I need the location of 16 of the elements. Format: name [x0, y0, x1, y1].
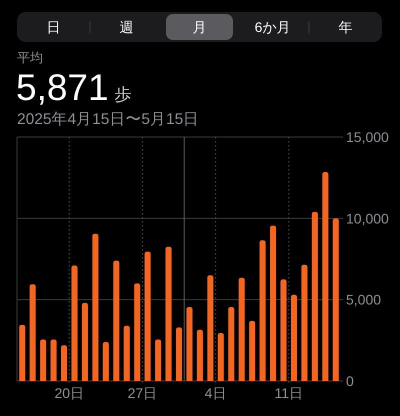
x-tick-label: 4日 [204, 385, 226, 401]
y-tick-label: 15,000 [346, 129, 389, 145]
y-tick-label: 10,000 [346, 210, 389, 226]
x-tick-label: 27日 [128, 385, 158, 401]
x-tick-label: 11日 [274, 385, 304, 401]
tab-label: 6か月 [254, 19, 290, 35]
x-tick-label: 20日 [54, 385, 84, 401]
chart-title: 平均 [17, 50, 43, 65]
tab-label: 年 [338, 19, 352, 35]
selected-tab: 月 [166, 14, 233, 40]
y-tick-label: 0 [346, 373, 354, 389]
y-tick-label: 5,000 [346, 292, 382, 308]
tab-label: 日 [46, 19, 60, 35]
tab-label: 週 [120, 19, 134, 35]
chart-subtitle: 2025年4月15日〜5月15日 [17, 111, 200, 128]
headline: 5,871 歩 [16, 67, 132, 108]
